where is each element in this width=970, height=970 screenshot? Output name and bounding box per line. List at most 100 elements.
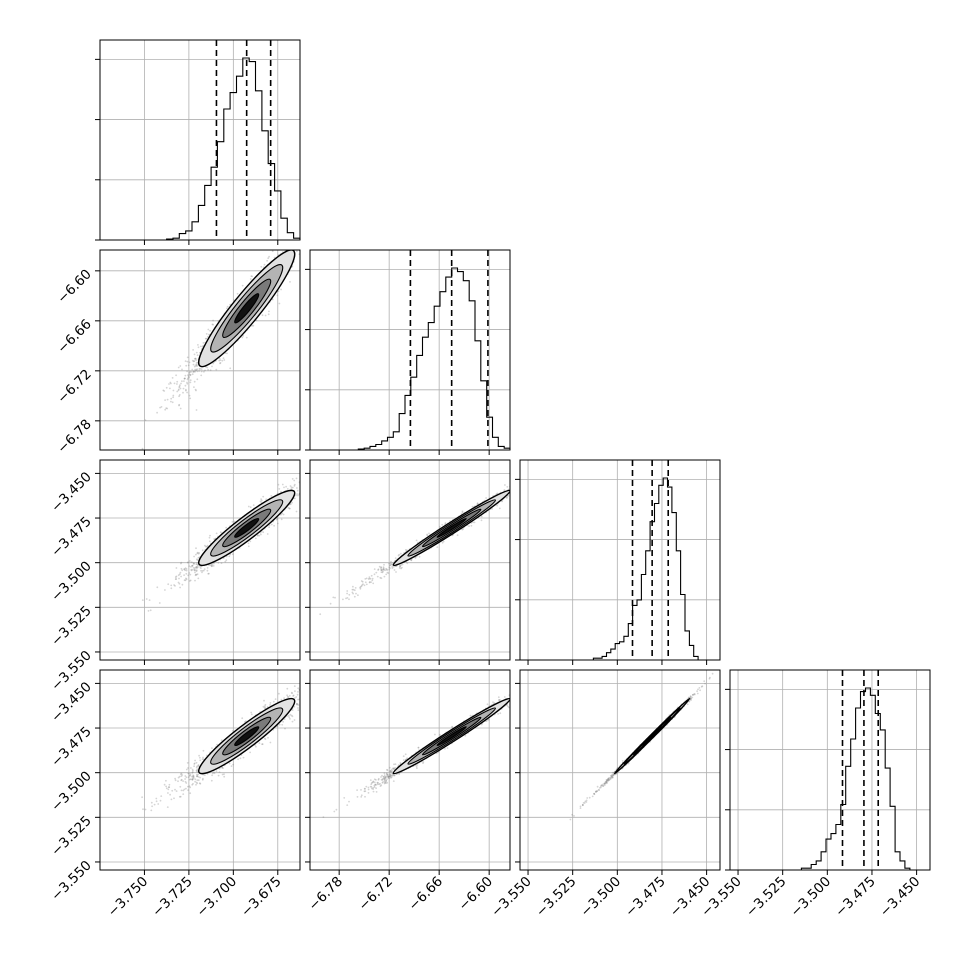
sample-point <box>192 775 195 778</box>
sample-point <box>195 359 198 361</box>
sample-point <box>194 388 197 391</box>
sample-point <box>177 366 180 369</box>
sample-point <box>364 578 367 580</box>
sample-point <box>170 382 172 385</box>
sample-point <box>199 782 202 785</box>
sample-point <box>316 230 318 232</box>
sample-point <box>201 778 204 781</box>
sample-point <box>521 481 523 483</box>
sample-point <box>373 573 376 576</box>
sample-point <box>194 357 197 360</box>
sample-point <box>197 764 200 766</box>
sample-point <box>211 565 213 568</box>
sample-point <box>293 245 295 247</box>
sample-point <box>211 774 214 777</box>
sample-point <box>247 545 250 548</box>
sample-point <box>176 390 179 393</box>
sample-point <box>212 323 215 326</box>
sample-point <box>263 263 266 266</box>
sample-point <box>264 314 267 317</box>
sample-point <box>297 494 299 497</box>
sample-point <box>181 380 183 383</box>
sample-point <box>415 539 418 542</box>
sample-point <box>192 371 195 373</box>
sample-point <box>202 342 205 344</box>
sample-point <box>295 235 297 237</box>
sample-point <box>194 364 197 367</box>
sample-point <box>368 581 371 584</box>
sample-point <box>205 337 208 340</box>
sample-point <box>513 490 515 492</box>
sample-point <box>383 575 386 578</box>
sample-point <box>185 364 188 367</box>
sample-point <box>185 568 188 570</box>
sample-point <box>289 246 291 248</box>
sample-point <box>286 695 289 698</box>
sample-point <box>297 691 299 693</box>
sample-point <box>365 577 368 580</box>
sample-point <box>361 580 364 583</box>
sample-point <box>291 720 294 723</box>
sample-point <box>348 593 351 596</box>
sample-point <box>473 521 476 524</box>
sample-point <box>260 501 263 504</box>
sample-point <box>178 394 181 396</box>
sample-point <box>181 583 184 586</box>
sample-point <box>305 691 307 693</box>
sample-point <box>180 561 183 564</box>
sample-point <box>203 370 205 373</box>
sample-point <box>204 369 206 372</box>
sample-point <box>180 567 183 570</box>
sample-point <box>496 492 499 495</box>
sample-point <box>196 775 198 778</box>
sample-point <box>381 571 384 574</box>
y-tick-label: −6.78 <box>54 416 95 457</box>
sample-point <box>357 594 359 597</box>
sample-point <box>301 696 303 698</box>
sample-point <box>178 395 181 398</box>
sample-point <box>182 793 185 795</box>
sample-point <box>406 549 408 552</box>
sample-point <box>192 363 195 366</box>
sample-point <box>196 566 198 568</box>
sample-point <box>292 247 294 249</box>
sample-point <box>190 566 192 568</box>
sample-point <box>196 558 198 561</box>
sample-point <box>188 580 191 582</box>
sample-point <box>175 578 178 580</box>
sample-point <box>399 564 401 567</box>
sample-point <box>381 569 383 571</box>
sample-point <box>300 247 302 249</box>
sample-point <box>291 501 293 504</box>
sample-point <box>207 328 210 331</box>
sample-point <box>222 767 224 770</box>
sample-point <box>183 579 186 582</box>
sample-point <box>380 566 383 568</box>
sample-point <box>388 566 391 569</box>
sample-point <box>252 324 255 327</box>
sample-point <box>401 566 403 569</box>
sample-point <box>292 240 294 242</box>
sample-point <box>206 544 209 547</box>
sample-point <box>398 553 401 556</box>
sample-point <box>362 583 364 586</box>
sample-point <box>394 557 397 559</box>
sample-point <box>498 507 501 510</box>
histogram-step <box>520 477 720 661</box>
sample-point <box>181 774 184 776</box>
sample-point <box>385 567 387 570</box>
sample-point <box>385 573 388 576</box>
sample-point <box>163 783 166 786</box>
sample-point <box>215 368 218 371</box>
sample-point <box>247 542 250 545</box>
sample-point <box>296 250 298 253</box>
sample-point <box>200 368 203 370</box>
sample-point <box>295 702 298 705</box>
sample-point <box>346 590 349 592</box>
sample-point <box>348 598 350 601</box>
sample-point <box>399 566 401 568</box>
sample-point <box>399 565 401 567</box>
sample-point <box>302 488 304 490</box>
sample-point <box>212 362 215 365</box>
sample-point <box>165 407 168 409</box>
